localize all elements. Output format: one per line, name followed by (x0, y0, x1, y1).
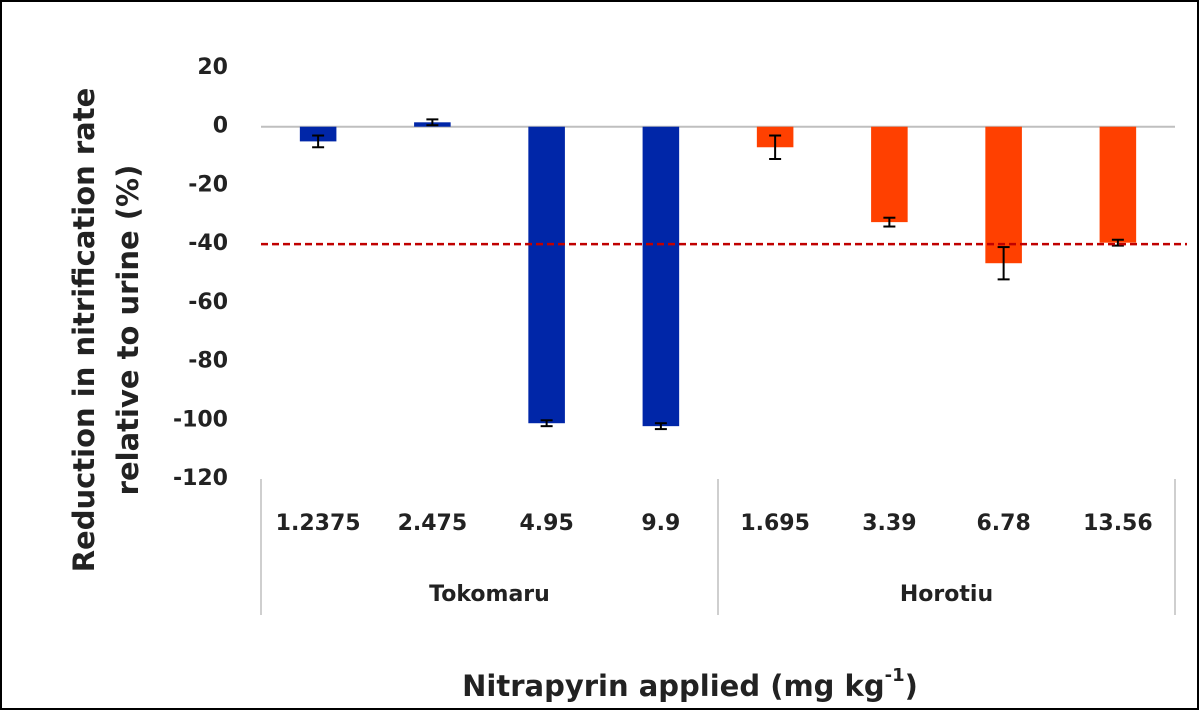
error-bar (883, 216, 896, 228)
group-label: Tokomaru (429, 582, 550, 607)
x-tick-label: 6.78 (976, 511, 1030, 536)
x-axis-title-superscript: -1 (885, 665, 905, 686)
bar (642, 126, 680, 427)
error-bar (654, 422, 667, 431)
error-bar (540, 419, 553, 428)
y-axis-title-line: Reduction in nitrification rate (67, 88, 101, 573)
x-axis-title-suffix: ) (905, 669, 918, 703)
x-axis-title: Nitrapyrin applied (mg kg-1) (462, 665, 918, 703)
error-bar (426, 118, 439, 127)
y-tick-label: -20 (188, 172, 228, 197)
y-tick-label: -40 (188, 231, 228, 256)
x-tick-label: 9.9 (641, 511, 680, 536)
y-tick-label: -60 (188, 290, 228, 315)
x-tick-label: 1.2375 (276, 511, 361, 536)
bar (871, 126, 908, 223)
x-tick-label: 2.475 (398, 511, 468, 536)
x-tick-label: 1.695 (740, 511, 810, 536)
group-label: Horotiu (900, 582, 993, 607)
y-axis-title: Reduction in nitrification rate relative… (67, 88, 145, 573)
x-tick-label: 13.56 (1083, 511, 1153, 536)
x-tick-label: 3.39 (862, 511, 916, 536)
error-bar (1111, 238, 1124, 247)
y-tick-label: -80 (188, 349, 228, 374)
x-tick-label: 4.95 (519, 511, 573, 536)
y-tick-label: 20 (197, 55, 228, 80)
y-tick-label: 0 (213, 114, 228, 139)
y-tick-label: -120 (173, 466, 228, 491)
bar (1099, 126, 1137, 243)
x-axis-title-text: Nitrapyrin applied (mg kg (462, 669, 884, 703)
y-tick-label: -100 (173, 407, 228, 432)
bar (299, 126, 337, 142)
error-bar (312, 134, 325, 149)
error-bar (769, 134, 782, 161)
y-axis-title-line: relative to urine (%) (111, 165, 145, 496)
bar (528, 126, 565, 424)
error-bar (997, 246, 1010, 281)
bar (985, 126, 1022, 264)
